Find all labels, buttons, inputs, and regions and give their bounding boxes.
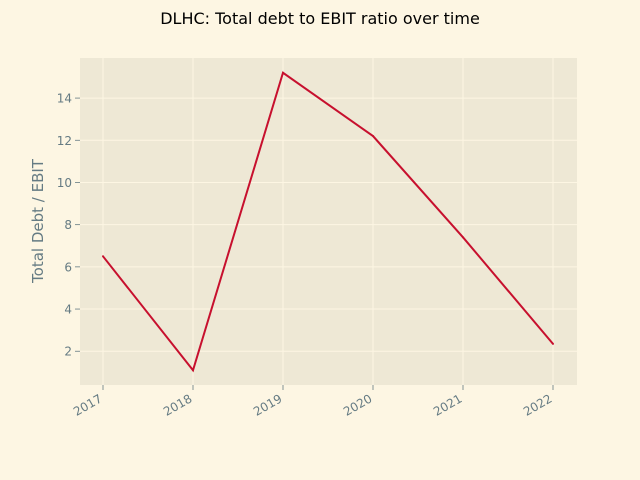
y-tick-label: 10 — [57, 176, 72, 190]
data-point — [192, 369, 194, 372]
x-tick-label: 2021 — [431, 391, 464, 418]
grid-lines — [80, 58, 577, 385]
plot-area — [80, 58, 577, 385]
y-tick-label: 4 — [64, 303, 72, 317]
y-tick-label: 2 — [64, 345, 72, 359]
y-tick-label: 8 — [64, 218, 72, 232]
data-point — [552, 342, 554, 345]
data-point — [372, 135, 374, 138]
y-tick-label: 14 — [57, 92, 72, 106]
x-tick-label: 2020 — [341, 391, 374, 418]
y-tick-label: 12 — [57, 134, 72, 148]
x-tick-label: 2022 — [521, 391, 554, 418]
y-tick-label: 6 — [64, 260, 72, 274]
series-line — [102, 71, 554, 373]
x-tick-label: 2017 — [71, 391, 104, 418]
y-axis-label: Total Debt / EBIT — [29, 158, 47, 284]
x-tick-label: 2018 — [161, 391, 194, 418]
x-tick-label: 2019 — [251, 391, 284, 418]
data-point — [102, 255, 104, 258]
data-point — [282, 71, 284, 74]
series-layer — [102, 71, 554, 373]
chart-title: DLHC: Total debt to EBIT ratio over time — [160, 9, 480, 28]
data-point — [462, 236, 464, 239]
